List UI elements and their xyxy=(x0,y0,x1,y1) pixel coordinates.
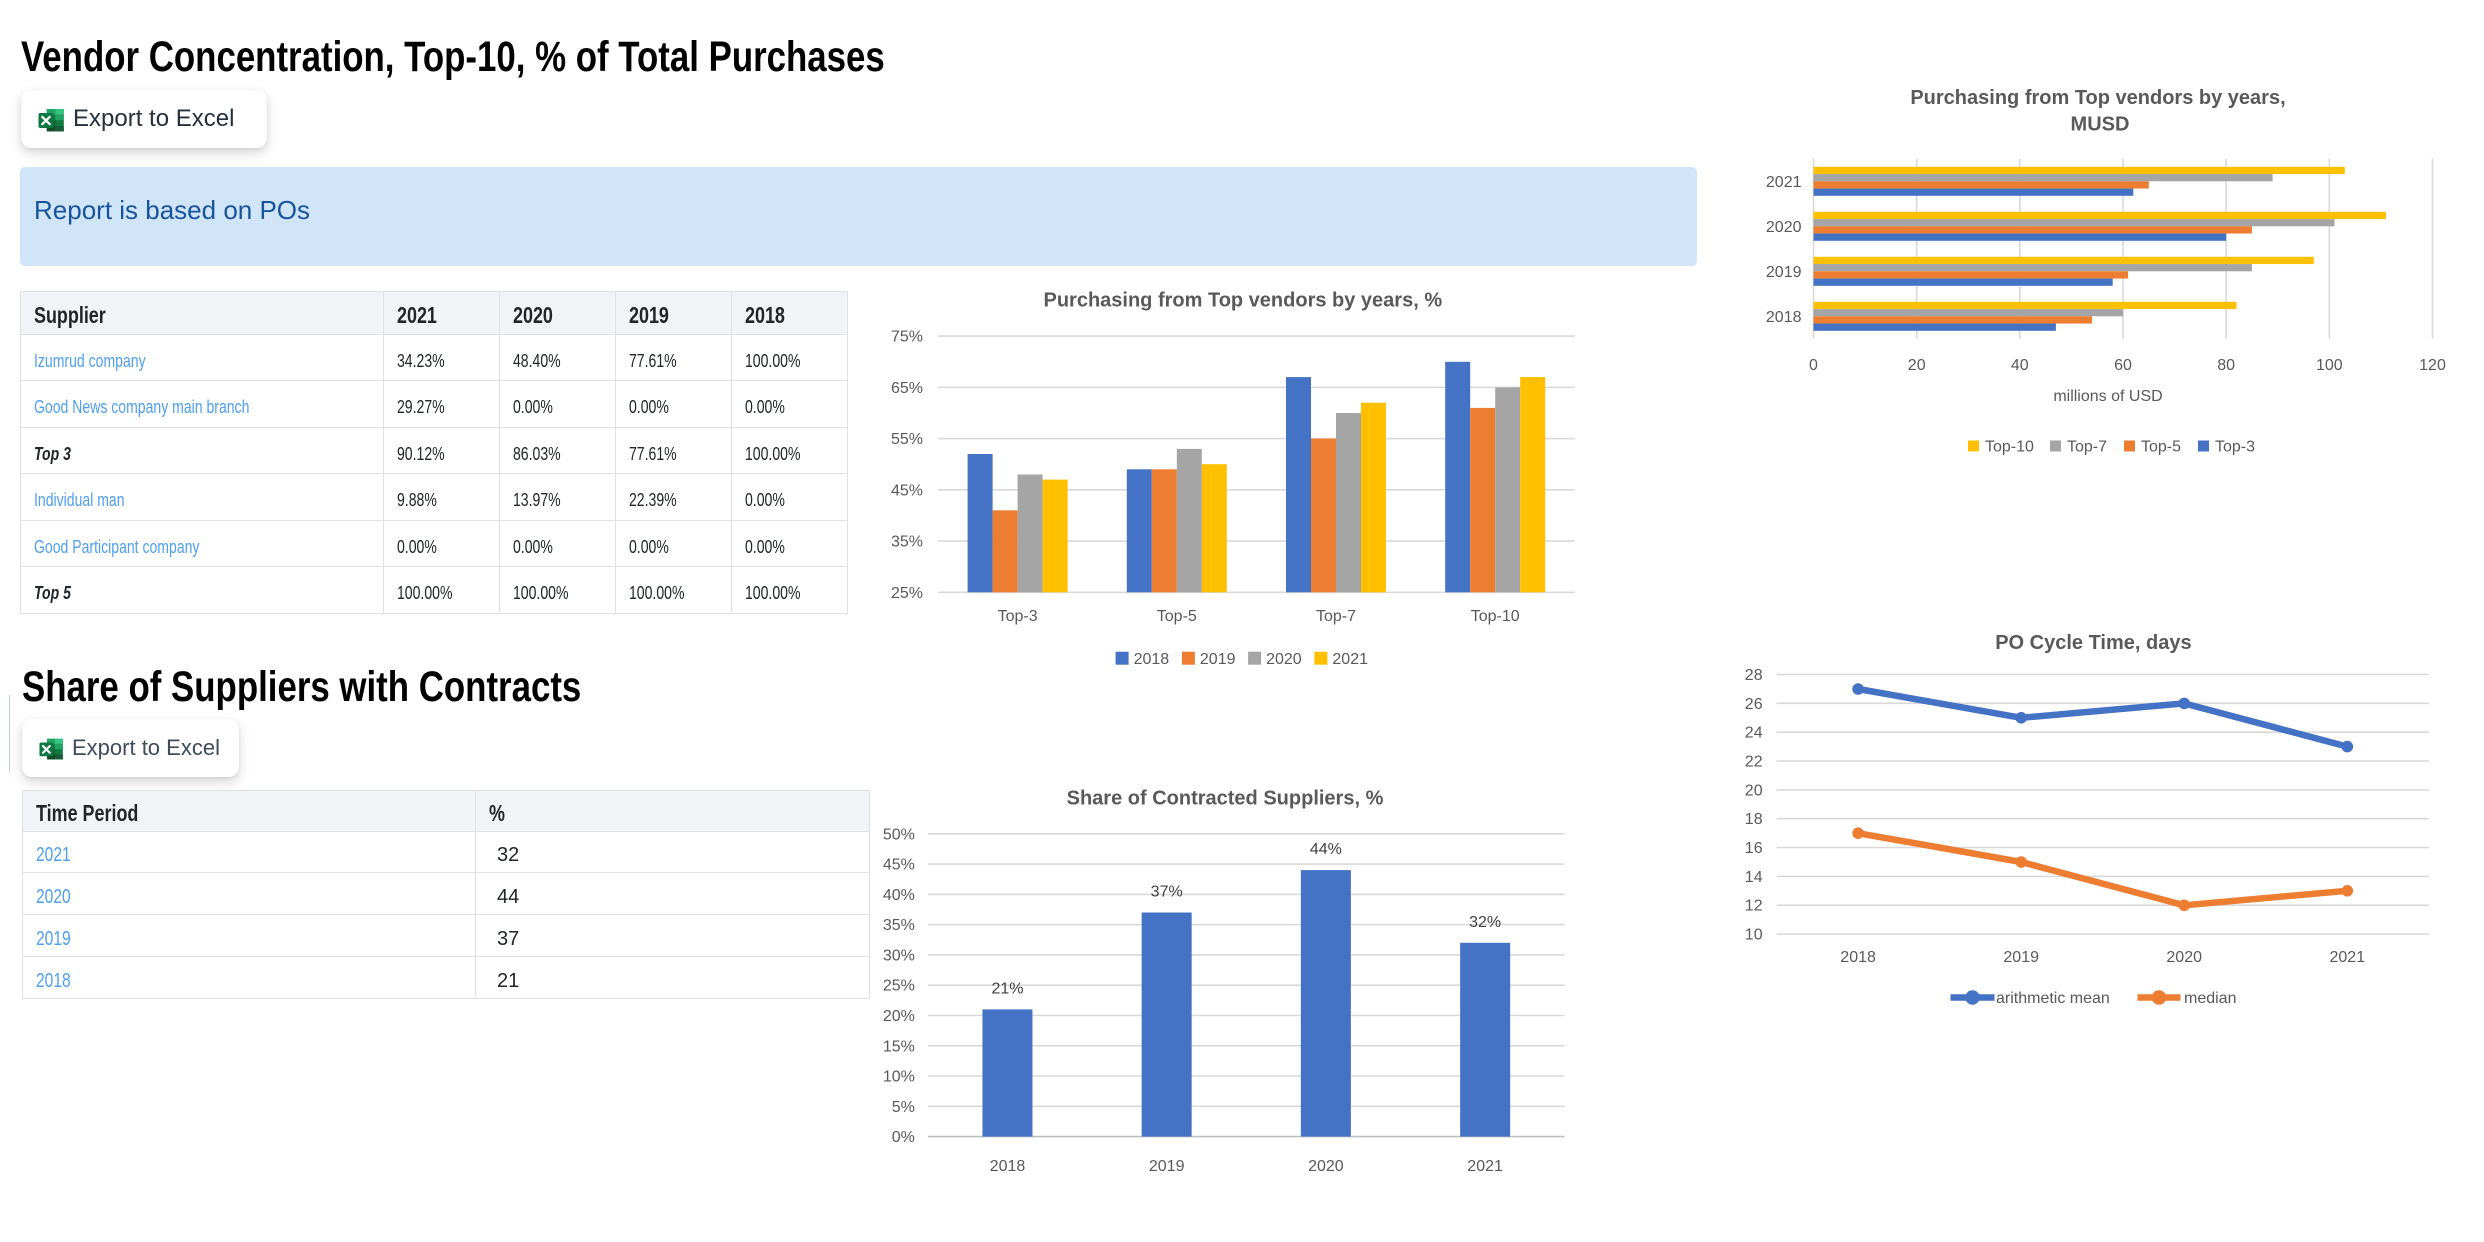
svg-text:40%: 40% xyxy=(883,887,915,904)
svg-text:20: 20 xyxy=(1908,357,1926,374)
svg-text:45%: 45% xyxy=(891,482,923,499)
svg-text:10: 10 xyxy=(1745,927,1763,944)
svg-text:65%: 65% xyxy=(891,380,923,397)
svg-text:10%: 10% xyxy=(883,1069,915,1086)
svg-text:12: 12 xyxy=(1745,898,1763,915)
svg-text:Top-7: Top-7 xyxy=(1316,608,1356,625)
svg-text:2020: 2020 xyxy=(1266,651,1302,668)
svg-text:millions of USD: millions of USD xyxy=(2053,388,2162,405)
svg-text:25%: 25% xyxy=(891,585,923,602)
svg-text:100: 100 xyxy=(2316,357,2343,374)
svg-text:PO Cycle Time, days: PO Cycle Time, days xyxy=(1995,632,2191,654)
svg-text:45%: 45% xyxy=(883,857,915,874)
svg-text:2018: 2018 xyxy=(1134,651,1170,668)
svg-text:80: 80 xyxy=(2217,357,2235,374)
svg-text:arithmetic mean: arithmetic mean xyxy=(1996,990,2110,1007)
svg-text:Top-7: Top-7 xyxy=(2067,439,2107,456)
svg-text:2020: 2020 xyxy=(1308,1158,1344,1175)
svg-text:14: 14 xyxy=(1745,869,1763,886)
svg-text:Top-5: Top-5 xyxy=(1157,608,1197,625)
svg-text:2019: 2019 xyxy=(1766,264,1802,281)
svg-text:32%: 32% xyxy=(1469,914,1501,931)
svg-text:0: 0 xyxy=(1809,357,1818,374)
svg-text:20: 20 xyxy=(1745,782,1763,799)
svg-text:75%: 75% xyxy=(891,329,923,346)
svg-text:20%: 20% xyxy=(883,1008,915,1025)
svg-text:26: 26 xyxy=(1745,696,1763,713)
svg-text:2019: 2019 xyxy=(2003,949,2039,966)
svg-text:Top-10: Top-10 xyxy=(1471,608,1520,625)
svg-text:15%: 15% xyxy=(883,1038,915,1055)
svg-text:35%: 35% xyxy=(891,534,923,551)
svg-text:2018: 2018 xyxy=(1766,309,1802,326)
svg-text:50%: 50% xyxy=(883,826,915,843)
svg-text:2019: 2019 xyxy=(1200,651,1236,668)
svg-text:24: 24 xyxy=(1745,725,1763,742)
svg-text:30%: 30% xyxy=(883,947,915,964)
svg-text:0%: 0% xyxy=(892,1129,915,1146)
svg-text:25%: 25% xyxy=(883,978,915,995)
svg-text:Share of Contracted Suppliers,: Share of Contracted Suppliers, % xyxy=(1067,788,1384,810)
svg-text:median: median xyxy=(2184,990,2236,1007)
svg-text:Purchasing from Top vendors by: Purchasing from Top vendors by years, xyxy=(1910,87,2285,109)
svg-text:MUSD: MUSD xyxy=(2071,114,2130,136)
svg-text:16: 16 xyxy=(1745,840,1763,857)
svg-text:Top-5: Top-5 xyxy=(2141,439,2181,456)
svg-text:35%: 35% xyxy=(883,917,915,934)
svg-text:21%: 21% xyxy=(991,980,1023,997)
svg-text:2021: 2021 xyxy=(2330,949,2366,966)
svg-text:5%: 5% xyxy=(892,1099,915,1116)
svg-text:Purchasing from Top vendors by: Purchasing from Top vendors by years, % xyxy=(1043,290,1442,312)
svg-text:28: 28 xyxy=(1745,667,1763,684)
svg-text:2020: 2020 xyxy=(1766,219,1802,236)
svg-text:18: 18 xyxy=(1745,811,1763,828)
svg-text:2019: 2019 xyxy=(1149,1158,1185,1175)
svg-text:40: 40 xyxy=(2011,357,2029,374)
svg-text:2021: 2021 xyxy=(1766,174,1802,191)
svg-text:55%: 55% xyxy=(891,431,923,448)
svg-text:2018: 2018 xyxy=(1840,949,1876,966)
svg-text:120: 120 xyxy=(2419,357,2446,374)
svg-text:2018: 2018 xyxy=(990,1158,1026,1175)
svg-text:2021: 2021 xyxy=(1467,1158,1503,1175)
svg-text:Top-3: Top-3 xyxy=(998,608,1038,625)
svg-text:44%: 44% xyxy=(1310,841,1342,858)
svg-text:2021: 2021 xyxy=(1332,651,1368,668)
svg-text:22: 22 xyxy=(1745,754,1763,771)
svg-text:37%: 37% xyxy=(1151,884,1183,901)
svg-text:Top-10: Top-10 xyxy=(1985,439,2034,456)
svg-text:2020: 2020 xyxy=(2166,949,2202,966)
svg-text:Top-3: Top-3 xyxy=(2215,439,2255,456)
svg-text:60: 60 xyxy=(2114,357,2132,374)
